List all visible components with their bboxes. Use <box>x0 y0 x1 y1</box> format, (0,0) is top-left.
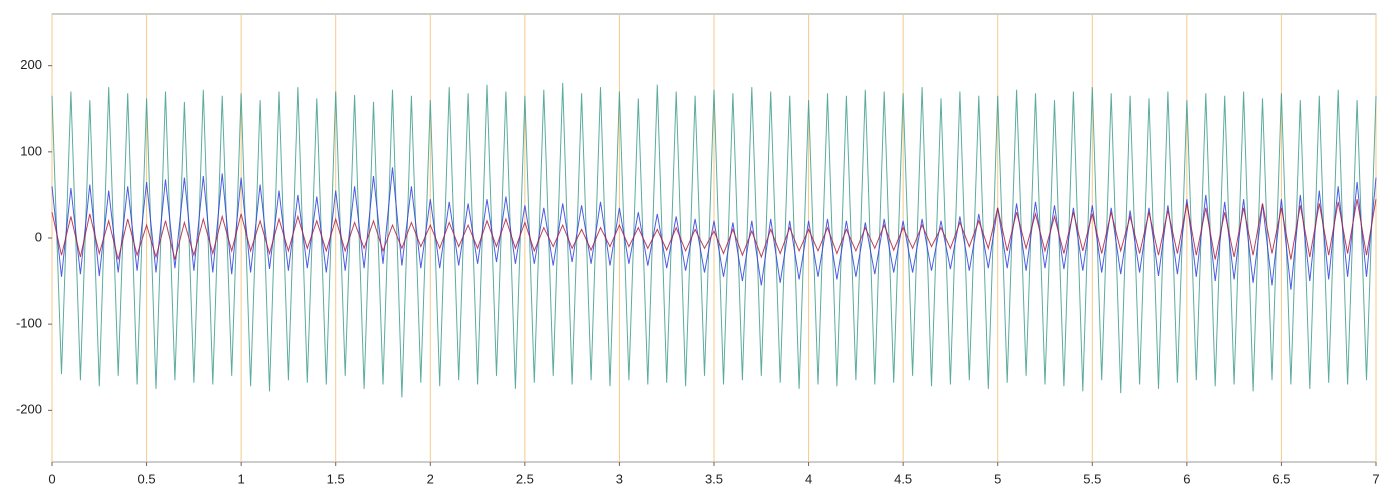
y-tick-label: 200 <box>20 57 42 72</box>
x-tick-label: 0.5 <box>138 471 156 486</box>
x-tick-label: 7 <box>1372 471 1379 486</box>
x-tick-label: 3 <box>616 471 623 486</box>
signal-line <box>51 199 1377 260</box>
x-tick-label: 2.5 <box>516 471 534 486</box>
x-tick-label: 5.5 <box>1083 471 1101 486</box>
x-tick-label: 3.5 <box>705 471 723 486</box>
x-tick-label: 6.5 <box>1272 471 1290 486</box>
x-tick-label: 2 <box>427 471 434 486</box>
x-tick-label: 0 <box>48 471 55 486</box>
x-tick-label: 6 <box>1183 471 1190 486</box>
y-tick-label: 0 <box>35 229 42 244</box>
signal-line <box>51 82 1377 398</box>
y-tick-label: 100 <box>20 143 42 158</box>
x-tick-label: 4 <box>805 471 812 486</box>
y-tick-label: -200 <box>16 402 42 417</box>
x-tick-label: 5 <box>994 471 1001 486</box>
x-tick-label: 1.5 <box>327 471 345 486</box>
x-tick-label: 1 <box>238 471 245 486</box>
y-tick-label: -100 <box>16 316 42 331</box>
x-tick-label: 4.5 <box>894 471 912 486</box>
